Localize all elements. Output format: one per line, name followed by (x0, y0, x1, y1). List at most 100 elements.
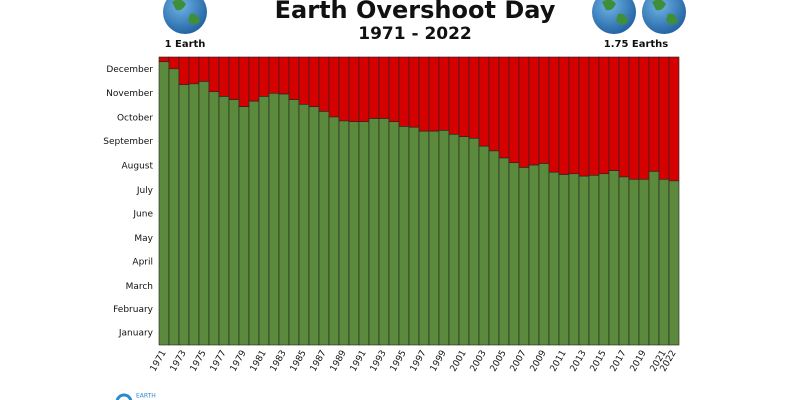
bar (548, 171, 560, 346)
remainder-bar (498, 56, 510, 159)
bar (298, 104, 310, 346)
remainder-bar (298, 56, 310, 105)
x-tick-label: 2007 (509, 349, 529, 374)
bar (578, 175, 590, 346)
bar (658, 179, 670, 346)
remainder-bar (338, 56, 350, 122)
bar (498, 157, 510, 346)
remainder-bar (158, 56, 170, 63)
x-tick-label: 1979 (229, 349, 249, 374)
x-tick-label: 2005 (489, 349, 509, 374)
y-tick-label: June (132, 210, 153, 220)
y-tick-label: February (113, 305, 154, 315)
remainder-bar (268, 56, 280, 94)
y-tick-label: September (103, 137, 153, 147)
remainder-bar (308, 56, 320, 108)
remainder-bar (548, 56, 560, 173)
y-tick-label: January (118, 329, 154, 339)
bar (178, 84, 190, 346)
x-tick-label: 1991 (349, 349, 369, 374)
bar (598, 173, 610, 346)
remainder-bar (488, 56, 500, 152)
x-tick-label: 2009 (529, 349, 549, 374)
bar (668, 180, 680, 346)
remainder-bar (438, 56, 450, 131)
remainder-bar (348, 56, 360, 123)
remainder-bar (568, 56, 580, 175)
remainder-bar (428, 56, 440, 132)
remainder-bar (668, 56, 680, 182)
remainder-bar (188, 56, 200, 85)
bar (288, 99, 300, 346)
remainder-bar (588, 56, 600, 176)
bar (558, 174, 570, 346)
bar (328, 116, 340, 346)
remainder-bar (518, 56, 530, 168)
remainder-bar (538, 56, 550, 164)
y-tick-label: July (136, 186, 154, 196)
bar (258, 96, 270, 346)
bar (238, 106, 250, 346)
remainder-bar (558, 56, 570, 175)
remainder-bar (388, 56, 400, 123)
bar (398, 126, 410, 346)
remainder-bar (358, 56, 370, 123)
x-tick-label: 2011 (549, 349, 569, 374)
left-caption: 1 Earth (165, 39, 206, 50)
remainder-bar (418, 56, 430, 132)
bar (188, 83, 200, 346)
remainder-bar (628, 56, 640, 180)
remainder-bar (408, 56, 420, 128)
remainder-bar (318, 56, 330, 112)
x-tick-label: 2017 (609, 349, 629, 374)
bar (438, 130, 450, 346)
bar (268, 92, 280, 346)
bar (428, 130, 440, 346)
globe (592, 0, 686, 34)
remainder-bar (398, 56, 410, 127)
bar (518, 167, 530, 346)
bar (218, 96, 230, 346)
bar (308, 106, 320, 346)
bar (478, 145, 490, 346)
x-tick-label: 2003 (469, 349, 489, 374)
x-tick-label: 2001 (449, 349, 469, 374)
y-tick-label: December (106, 65, 153, 75)
x-tick-label: 1971 (149, 349, 169, 374)
bar (538, 163, 550, 346)
remainder-bar (368, 56, 380, 119)
bar (618, 176, 630, 346)
remainder-bar (528, 56, 540, 166)
y-tick-label: October (117, 113, 153, 123)
x-tick-label: 2019 (629, 349, 649, 374)
bar (318, 111, 330, 346)
remainder-bar (258, 56, 270, 97)
footer: EARTH (136, 393, 156, 400)
remainder-bar (648, 56, 660, 172)
y-tick-label: April (132, 258, 153, 268)
bar (338, 120, 350, 346)
remainder-bar (468, 56, 480, 139)
bar (468, 137, 480, 346)
bar (158, 61, 170, 346)
bar (208, 91, 220, 346)
remainder-bar (508, 56, 520, 164)
right-caption: 1.75 Earths (604, 39, 669, 50)
remainder-bar (578, 56, 590, 177)
bar (458, 136, 470, 346)
remainder-bar (478, 56, 490, 147)
remainder-bar (638, 56, 650, 180)
bar (448, 134, 460, 346)
remainder-bar (658, 56, 670, 180)
remainder-bar (608, 56, 620, 171)
logo (115, 393, 133, 400)
globe (163, 0, 207, 34)
bar (628, 179, 640, 346)
y-tick-label: May (134, 234, 153, 244)
remainder-bar (178, 56, 190, 85)
bar (418, 130, 430, 346)
bar (588, 175, 600, 346)
x-tick-label: 1989 (329, 349, 349, 374)
x-tick-label: 1981 (249, 349, 269, 374)
